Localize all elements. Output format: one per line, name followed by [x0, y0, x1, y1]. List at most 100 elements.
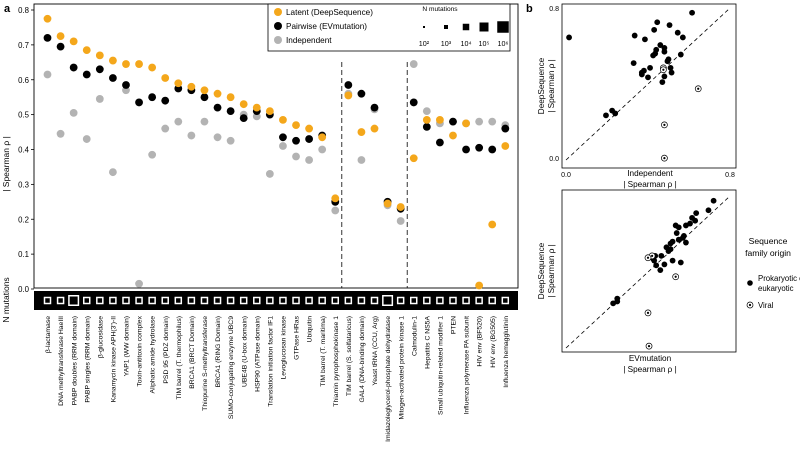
point-pairwise [488, 145, 497, 154]
legend-size-title: N mutations [422, 6, 458, 13]
point-independent [422, 107, 431, 116]
point-latent [292, 121, 300, 129]
point-pairwise [422, 122, 431, 131]
n-mutations-marker-core [189, 298, 194, 303]
category-label: Toxin-antitoxin complex [137, 315, 144, 386]
n-mutations-marker-core [450, 298, 456, 303]
point-independent [95, 95, 104, 103]
n-mutations-marker-core [359, 298, 364, 303]
family-legend-title-2: family origin [745, 248, 791, 258]
n-mutations-marker-core [149, 298, 155, 303]
point-latent [344, 91, 353, 100]
scatter-point [654, 19, 661, 26]
point-independent [69, 108, 78, 117]
panel-b-bottom-ylabel-metric: | Spearman ρ | [547, 244, 556, 298]
panel-a-legend: Latent (DeepSequence) Pairwise (EVmutati… [267, 3, 511, 52]
n-mutations-marker-core [176, 298, 181, 303]
scatter-point-viral-dot [662, 68, 665, 71]
point-pairwise [122, 81, 130, 89]
legend-label-pairwise: Pairwise (EVmutation) [286, 22, 367, 31]
panel-b-top-ytick-origin: 0.0 [549, 156, 559, 163]
legend-size-label: 10² [419, 39, 430, 48]
category-label: PSD 95 (PDZ domain) [163, 316, 170, 384]
category-label: Yeast tRNA (CCU, Arg) [372, 316, 379, 386]
category-label: Imidazoleglycerol-phosphate dehydratase [385, 316, 392, 442]
panel-a-y-axis-label: | Spearman ρ | [1, 136, 11, 192]
scatter-point [710, 197, 717, 204]
point-latent [436, 115, 444, 124]
category-label: Translation initiation factor IF1 [267, 316, 274, 407]
point-latent [187, 82, 196, 91]
point-latent [449, 131, 457, 140]
point-pairwise [213, 103, 222, 112]
n-mutations-marker-core [346, 298, 351, 303]
point-pairwise [56, 42, 65, 51]
point-latent [462, 119, 470, 128]
category-label: β-lactamase [45, 316, 52, 353]
scatter-point-viral-dot [646, 256, 650, 259]
point-independent [135, 279, 143, 288]
point-pairwise [344, 81, 353, 89]
legend-size-marker [444, 25, 448, 29]
point-latent [161, 74, 170, 82]
category-label: HIV env (BF520) [477, 316, 484, 367]
scatter-point [645, 74, 651, 81]
scatter-point [653, 262, 660, 269]
legend-label-independent: Independent [286, 36, 332, 45]
panel-b-top-ytick-max: 0.8 [549, 6, 559, 13]
panel-b-top-ylabel-metric: | Spearman ρ | [547, 59, 556, 113]
point-latent [488, 220, 497, 229]
category-label: PABP singles (RRM domain) [84, 316, 91, 403]
n-mutations-marker-core [110, 298, 116, 303]
n-mutations-marker-core [383, 296, 392, 305]
panel-b-bottom-diagonal [565, 195, 731, 349]
scatter-point-viral-dot [663, 157, 666, 160]
point-independent [279, 142, 287, 150]
point-latent [279, 115, 287, 124]
point-latent [135, 60, 143, 68]
scatter-point [661, 73, 668, 80]
point-pairwise [449, 117, 457, 126]
panel-a-chart: 0.0 0.1 0.2 0.3 0.4 0.5 0.6 0.7 0.8 | Spearman ρ… [1, 3, 519, 442]
point-pairwise [148, 93, 157, 102]
scatter-point [677, 51, 684, 58]
family-origin-legend: Sequence family origin Prokaryotic or eu… [745, 236, 800, 310]
scatter-point [664, 58, 671, 65]
n-mutations-marker-core [162, 298, 168, 303]
point-independent [213, 133, 222, 142]
panel-b-top-ylabel-method: DeepSequence [537, 57, 546, 114]
panel-a-ytick-label: 0.7 [18, 41, 29, 50]
panel-label-a: a [4, 3, 11, 15]
n-mutations-marker-core [372, 298, 377, 303]
point-independent [148, 150, 157, 159]
point-pairwise [475, 143, 484, 152]
point-independent [161, 124, 170, 133]
category-label: Thiopurine S-methyltransferase [202, 316, 209, 411]
n-mutations-marker-core [306, 298, 312, 303]
legend-size-label: 10⁴ [460, 39, 471, 48]
scatter-point [666, 22, 673, 28]
legend-marker-pairwise [274, 22, 282, 30]
scatter-point [667, 64, 674, 71]
panel-b-top-xlabel-method: Independent [627, 169, 673, 178]
scatter-point [658, 252, 665, 259]
point-pairwise [95, 65, 104, 74]
scatter-point [705, 207, 712, 214]
scatter-point [675, 236, 682, 243]
point-pairwise [161, 96, 170, 105]
category-label: UBE4B (U-box domain) [241, 316, 248, 387]
n-mutations-marker-core [215, 298, 220, 303]
point-pairwise [135, 98, 143, 107]
scatter-point [667, 240, 674, 247]
category-label: Small ubiquitin-related modifier 1 [438, 316, 445, 415]
n-mutations-marker-core [228, 298, 233, 303]
legend-label-prokaryotic-2: eukaryotic [758, 284, 794, 293]
point-latent [122, 60, 130, 68]
point-latent [475, 281, 484, 290]
scatter-point-viral-dot [646, 311, 650, 314]
category-label: Levoglucosan kinase [281, 316, 288, 380]
legend-size-marker [479, 22, 489, 32]
scatter-point [673, 230, 680, 236]
panel-a-ytick-label: 0.6 [18, 76, 29, 85]
category-label: β-glucosidase [97, 316, 104, 358]
